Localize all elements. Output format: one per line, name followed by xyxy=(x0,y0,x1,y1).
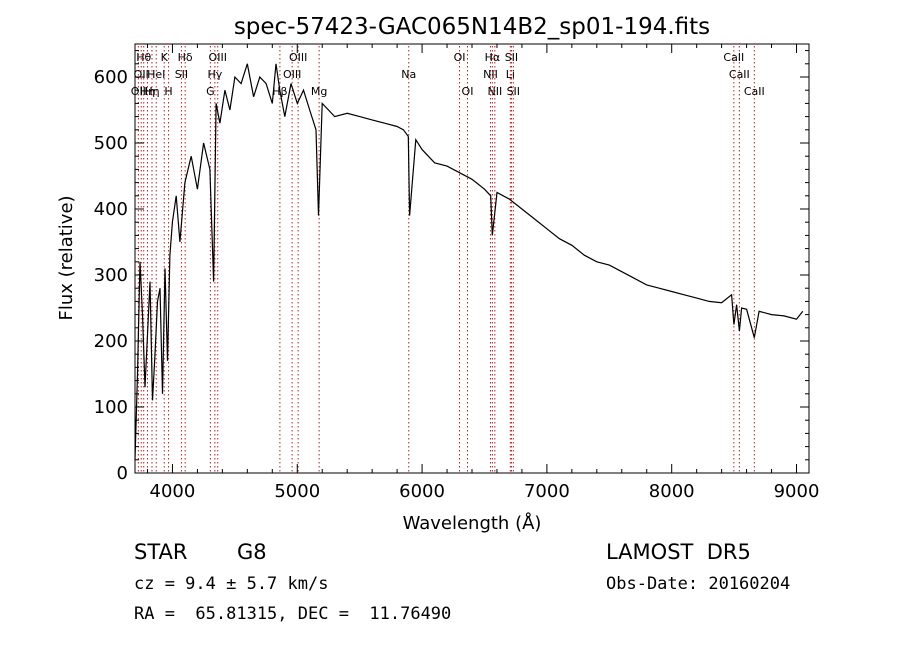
y-tick-label: 200 xyxy=(94,331,128,352)
x-tick-label: 9000 xyxy=(774,481,820,502)
x-tick-label: 8000 xyxy=(649,481,695,502)
spectral-line-label: Hη xyxy=(144,85,159,98)
spectrum-line xyxy=(134,63,804,460)
object-class: STAR xyxy=(134,540,188,564)
object-subclass: G8 xyxy=(237,540,267,564)
x-axis-label: Wavelength (Å) xyxy=(403,512,542,534)
spectral-line-label: G xyxy=(206,85,215,98)
coordinates: RA = 65.81315, DEC = 11.76490 xyxy=(134,604,452,624)
y-tick-label: 0 xyxy=(117,463,128,484)
x-tick-label: 6000 xyxy=(399,481,445,502)
observation-date: Obs-Date: 20160204 xyxy=(606,574,791,594)
spectral-line-label: OIII xyxy=(283,68,301,81)
y-axis-label: Flux (relative) xyxy=(56,195,77,320)
spectral-line-label: SII xyxy=(507,85,520,98)
x-tick-label: 7000 xyxy=(524,481,570,502)
spectral-line-label: H xyxy=(164,85,172,98)
spectral-line-label: OI xyxy=(454,51,466,64)
axis-ticks: 4000 5000 6000 7000 8000 9000 0 100 200 300 400 500… xyxy=(94,44,820,502)
plot-frame xyxy=(134,43,810,474)
spectral-line-label: SII xyxy=(175,68,188,81)
y-tick-label: 600 xyxy=(94,67,128,88)
spectral-line-label: Li xyxy=(506,68,515,81)
y-tick-label: 500 xyxy=(94,133,128,154)
spectral-line-label: Hβ xyxy=(272,85,287,98)
spectral-line-label: Hγ xyxy=(207,68,222,81)
spectral-line-label: NII xyxy=(487,85,502,98)
spectral-line-label: SII xyxy=(505,51,518,64)
spectral-line-label: NII xyxy=(483,68,498,81)
spectral-line-label: Hθ xyxy=(136,51,151,64)
y-tick-label: 400 xyxy=(94,199,128,220)
spectral-line-label: OIII xyxy=(209,51,227,64)
x-tick-label: 5000 xyxy=(274,481,320,502)
spectral-line-label: CaII xyxy=(729,68,750,81)
spectral-line-label: Mg xyxy=(311,85,327,98)
spectral-line-label: OII xyxy=(134,68,149,81)
y-tick-label: 300 xyxy=(94,265,128,286)
spectral-line-label: K xyxy=(161,51,169,64)
spectral-line-label: CaII xyxy=(723,51,744,64)
spectral-line-label: Na xyxy=(401,68,416,81)
spectral-line-label: HeI xyxy=(147,68,165,81)
redshift-velocity: cz = 9.4 ± 5.7 km/s xyxy=(134,574,329,594)
spectral-line-label: OI xyxy=(462,85,474,98)
chart-title: spec-57423-GAC065N14B2_sp01-194.fits xyxy=(234,14,710,40)
spectral-line-label: Hη xyxy=(140,85,155,98)
spectral-line-label: OII xyxy=(131,85,146,98)
y-tick-label: 100 xyxy=(94,397,128,418)
survey-label: LAMOST DR5 xyxy=(606,540,751,564)
x-tick-label: 4000 xyxy=(150,481,196,502)
spectral-line-label: Hδ xyxy=(178,51,193,64)
spectral-line-label: CaII xyxy=(744,85,765,98)
spectral-line-label: OIII xyxy=(289,51,307,64)
marker-labels: OIIOIIHθHηHηHeIKHSIIHδGHγOIIIHβOIIIOIIIM… xyxy=(131,51,765,98)
spectral-line-label: Hα xyxy=(485,51,501,64)
line-marker-group xyxy=(137,46,755,473)
